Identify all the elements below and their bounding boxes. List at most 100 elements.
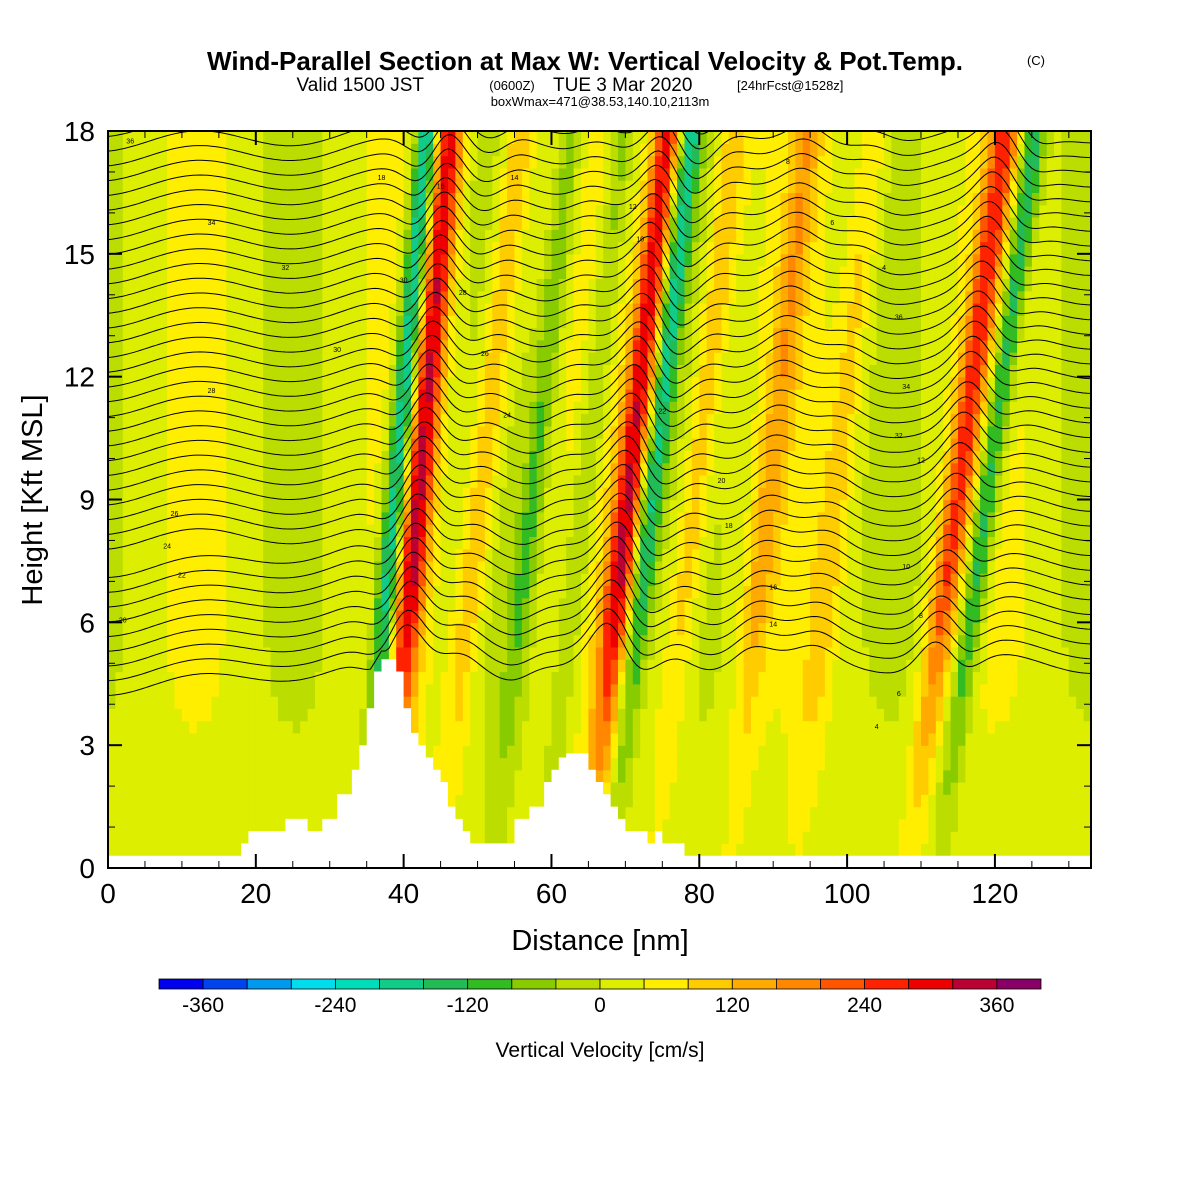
w-cell <box>218 364 227 378</box>
w-cell <box>396 560 405 574</box>
w-cell <box>677 143 686 157</box>
w-cell <box>359 659 368 673</box>
w-cell <box>329 659 338 673</box>
w-cell <box>108 671 116 685</box>
w-cell <box>625 499 634 513</box>
w-cell <box>499 487 508 501</box>
w-cell <box>492 266 501 279</box>
w-cell <box>588 425 597 439</box>
w-cell <box>167 720 176 734</box>
w-cell <box>610 155 619 169</box>
w-cell <box>684 683 693 697</box>
w-cell <box>499 782 508 795</box>
w-cell <box>677 499 686 513</box>
w-cell <box>573 376 582 390</box>
w-cell <box>677 757 686 771</box>
w-cell <box>181 659 190 673</box>
w-cell <box>492 560 501 574</box>
w-cell <box>514 659 523 673</box>
w-cell <box>699 524 708 537</box>
w-cell <box>167 388 176 402</box>
w-cell <box>270 560 279 574</box>
w-cell <box>130 634 139 648</box>
w-cell <box>714 634 723 648</box>
w-cell <box>448 524 456 537</box>
w-cell <box>218 622 227 636</box>
w-cell <box>108 524 116 537</box>
w-cell <box>329 769 338 783</box>
w-cell <box>551 487 560 501</box>
w-cell <box>544 671 553 685</box>
w-cell <box>448 499 456 513</box>
w-cell <box>507 327 516 341</box>
w-cell <box>418 339 427 353</box>
w-cell <box>130 696 139 709</box>
w-cell <box>108 560 116 574</box>
w-cell <box>359 499 368 513</box>
w-cell <box>263 683 272 697</box>
w-cell <box>337 487 346 501</box>
w-cell <box>603 487 612 501</box>
w-cell <box>425 192 434 206</box>
w-cell <box>440 659 449 673</box>
w-cell <box>174 167 183 181</box>
w-cell <box>189 315 198 329</box>
w-cell <box>211 229 220 243</box>
w-cell <box>344 548 353 562</box>
w-cell <box>137 818 146 832</box>
w-cell <box>610 720 619 734</box>
w-cell <box>573 610 582 623</box>
w-cell <box>647 364 656 378</box>
w-cell <box>610 745 619 759</box>
w-cell <box>145 818 153 832</box>
w-cell <box>329 622 338 636</box>
w-cell <box>145 192 153 206</box>
w-cell <box>484 622 493 636</box>
w-cell <box>691 131 700 144</box>
w-cell <box>625 622 634 636</box>
w-cell <box>108 450 116 464</box>
w-cell <box>492 290 501 304</box>
w-cell <box>677 413 686 427</box>
w-cell <box>492 388 501 402</box>
w-cell <box>152 573 161 587</box>
w-cell <box>610 683 619 697</box>
w-cell <box>691 683 700 697</box>
w-cell <box>669 548 678 562</box>
w-cell <box>174 315 183 329</box>
w-cell <box>307 708 316 722</box>
w-cell <box>270 266 279 279</box>
w-cell <box>218 499 227 513</box>
w-cell <box>122 573 131 587</box>
w-cell <box>196 180 205 193</box>
w-cell <box>159 548 168 562</box>
w-cell <box>595 671 604 685</box>
w-cell <box>388 560 397 574</box>
w-cell <box>706 732 715 746</box>
w-cell <box>115 450 124 464</box>
w-cell <box>374 413 383 427</box>
w-cell <box>551 450 560 464</box>
w-cell <box>425 364 434 378</box>
w-cell <box>115 131 124 144</box>
w-cell <box>181 782 190 795</box>
w-cell <box>174 339 183 353</box>
w-cell <box>300 769 309 783</box>
w-cell <box>448 474 456 488</box>
w-cell <box>278 303 286 316</box>
w-cell <box>174 388 183 402</box>
w-cell <box>595 364 604 378</box>
w-cell <box>285 560 294 574</box>
w-cell <box>152 818 161 832</box>
w-cell <box>581 696 589 709</box>
w-cell <box>418 266 427 279</box>
w-cell <box>536 585 545 599</box>
w-cell <box>403 266 412 279</box>
w-cell <box>595 376 604 390</box>
w-cell <box>610 659 619 673</box>
w-cell <box>263 499 272 513</box>
w-cell <box>181 241 190 255</box>
w-cell <box>137 732 146 746</box>
w-cell <box>196 290 205 304</box>
w-cell <box>721 794 730 808</box>
